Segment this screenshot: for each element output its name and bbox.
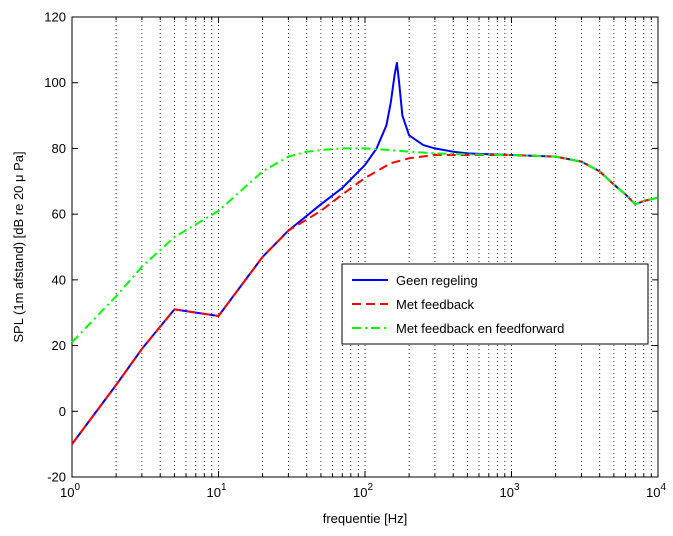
x-tick-label: 101 (206, 482, 226, 500)
y-tick-label: 0 (59, 404, 66, 419)
x-tick-labels: 100 101 102 103 104 (60, 482, 666, 500)
y-tick-label: 80 (52, 141, 66, 156)
y-tick-label: 60 (52, 207, 66, 222)
series-line (71, 62, 659, 445)
grid (115, 17, 652, 477)
x-axis-label: frequentie [Hz] (323, 511, 408, 526)
x-tick-label: 100 (60, 482, 80, 500)
series-line (71, 154, 659, 445)
x-tick-label: 102 (353, 482, 373, 500)
axis-ticks (71, 16, 659, 478)
y-tick-label: 120 (44, 10, 66, 25)
legend-box (341, 263, 649, 345)
y-tick-labels: -20 0 20 40 60 80 100 120 (44, 10, 66, 485)
x-tick-label: 103 (499, 482, 519, 500)
legend: Geen regeling Met feedback Met feedback en… (341, 263, 649, 345)
series-line (71, 147, 659, 343)
y-tick-label: 100 (44, 75, 66, 90)
legend-label: Met feedback en feedforward (396, 321, 564, 336)
legend-label: Met feedback (396, 297, 475, 312)
y-tick-label: 40 (52, 272, 66, 287)
y-tick-label: 20 (52, 338, 66, 353)
series-lines (71, 62, 659, 445)
x-tick-label: 104 (646, 482, 666, 500)
y-axis-label: SPL (1m afstand) [dB re 20 μ Pa] (11, 151, 26, 342)
y-tick-label: -20 (47, 470, 66, 485)
legend-label: Geen regeling (396, 273, 478, 288)
